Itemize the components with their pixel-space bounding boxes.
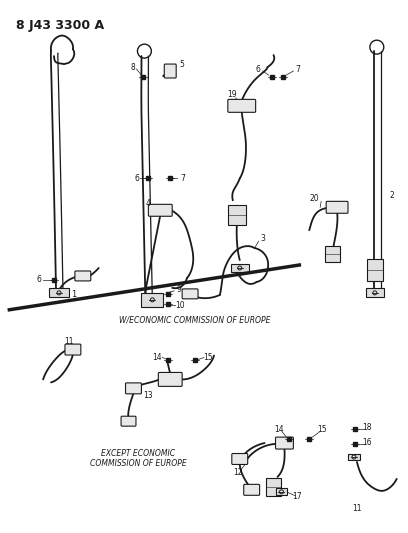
Text: 6: 6 [255, 64, 260, 74]
Text: 20: 20 [309, 194, 319, 203]
FancyBboxPatch shape [244, 484, 259, 495]
Bar [228, 205, 246, 225]
FancyBboxPatch shape [158, 373, 182, 386]
Bar [266, 478, 282, 496]
FancyBboxPatch shape [65, 344, 81, 355]
Text: 2: 2 [389, 191, 394, 200]
Bar [325, 246, 339, 262]
FancyBboxPatch shape [228, 99, 256, 112]
Text: 7: 7 [295, 64, 300, 74]
Text: 1: 1 [71, 290, 77, 300]
Text: 8 J43 3300 A: 8 J43 3300 A [16, 19, 104, 33]
Bar [49, 288, 69, 297]
Text: 3: 3 [260, 233, 265, 243]
Text: 8: 8 [130, 62, 135, 71]
Text: 13: 13 [144, 391, 153, 400]
Text: 11: 11 [352, 504, 362, 513]
FancyBboxPatch shape [121, 416, 136, 426]
FancyBboxPatch shape [326, 201, 348, 213]
Text: 18: 18 [362, 423, 372, 432]
Text: 5: 5 [180, 60, 184, 69]
Text: 6: 6 [37, 276, 42, 285]
Text: 15: 15 [317, 425, 327, 434]
Text: 19: 19 [227, 91, 237, 99]
Text: EXCEPT ECONOMIC
COMMISSION OF EUROPE: EXCEPT ECONOMIC COMMISSION OF EUROPE [90, 449, 187, 469]
Text: 12: 12 [233, 469, 242, 478]
Bar [231, 263, 249, 272]
Bar [366, 288, 384, 297]
Text: 11: 11 [64, 337, 74, 346]
Text: 7: 7 [181, 174, 186, 183]
Text: 16: 16 [362, 438, 372, 447]
FancyBboxPatch shape [75, 271, 91, 281]
Text: 9: 9 [177, 285, 182, 294]
Text: W/ECONOMIC COMMISSION OF EUROPE: W/ECONOMIC COMMISSION OF EUROPE [119, 316, 271, 325]
FancyBboxPatch shape [149, 204, 172, 216]
Text: 15: 15 [203, 353, 213, 362]
FancyBboxPatch shape [126, 383, 142, 394]
Text: 17: 17 [293, 492, 302, 502]
Text: 14: 14 [153, 353, 162, 362]
FancyBboxPatch shape [164, 64, 176, 78]
Text: 4: 4 [146, 199, 151, 208]
Bar [348, 454, 360, 461]
Bar [367, 259, 383, 281]
FancyBboxPatch shape [275, 437, 293, 449]
FancyBboxPatch shape [182, 289, 198, 299]
Text: 6: 6 [134, 174, 139, 183]
FancyBboxPatch shape [232, 454, 248, 464]
Text: 10: 10 [175, 301, 185, 310]
Bar [142, 293, 163, 307]
Text: 14: 14 [275, 425, 284, 434]
Bar [275, 488, 287, 495]
